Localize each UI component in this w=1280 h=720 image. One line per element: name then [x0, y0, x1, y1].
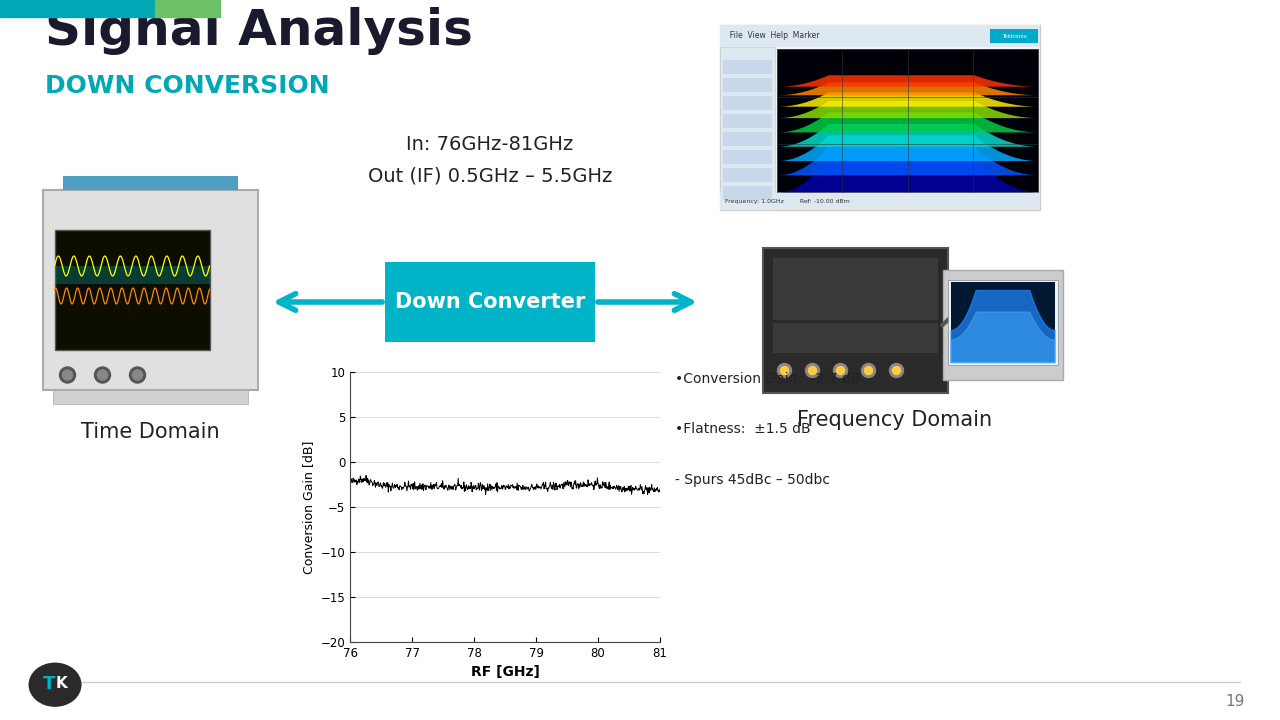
Text: - Spurs 45dBc – 50dbc: - Spurs 45dBc – 50dbc: [675, 473, 829, 487]
Bar: [55, 230, 210, 350]
Text: •Flatness:  ±1.5 dB: •Flatness: ±1.5 dB: [675, 423, 810, 436]
Bar: [723, 150, 772, 164]
Bar: [723, 114, 772, 128]
Circle shape: [833, 364, 847, 377]
Circle shape: [95, 367, 110, 383]
Circle shape: [59, 367, 76, 383]
Text: In: 76GHz-81GHz
Out (IF) 0.5GHz – 5.5GHz: In: 76GHz-81GHz Out (IF) 0.5GHz – 5.5GHz: [367, 135, 612, 185]
Bar: [0, 0, 155, 17]
Circle shape: [777, 364, 791, 377]
Bar: [63, 176, 238, 190]
Bar: [155, 0, 220, 17]
Bar: [947, 280, 1057, 365]
Circle shape: [129, 367, 146, 383]
Bar: [773, 258, 937, 320]
Bar: [723, 60, 772, 74]
Bar: [719, 25, 1039, 47]
Bar: [723, 78, 772, 92]
X-axis label: RF [GHz]: RF [GHz]: [471, 665, 539, 680]
Bar: [942, 270, 1062, 380]
Text: T: T: [42, 675, 55, 693]
Bar: [773, 323, 937, 353]
Bar: [777, 49, 1038, 192]
Text: DOWN CONVERSION: DOWN CONVERSION: [45, 74, 330, 98]
Text: 19: 19: [1226, 693, 1245, 708]
Bar: [719, 192, 1039, 210]
Bar: [723, 132, 772, 146]
Circle shape: [781, 366, 788, 374]
Text: Frequency: 1.0GHz        Ref: -10.00 dBm: Frequency: 1.0GHz Ref: -10.00 dBm: [724, 199, 850, 204]
Circle shape: [805, 364, 819, 377]
Circle shape: [864, 366, 873, 374]
Bar: [55, 266, 210, 284]
Text: File  View  Help  Marker: File View Help Marker: [724, 32, 819, 40]
Text: K: K: [55, 676, 68, 691]
Bar: [951, 282, 1055, 362]
Bar: [763, 248, 947, 392]
Text: Tektronix: Tektronix: [1001, 34, 1027, 38]
Circle shape: [890, 364, 904, 377]
Circle shape: [861, 364, 876, 377]
Circle shape: [63, 370, 73, 380]
Text: Frequency Domain: Frequency Domain: [797, 410, 992, 431]
Circle shape: [809, 366, 817, 374]
Bar: [989, 29, 1038, 43]
Bar: [723, 168, 772, 182]
Circle shape: [837, 366, 845, 374]
Circle shape: [133, 370, 142, 380]
Bar: [723, 186, 772, 200]
Text: Time Domain: Time Domain: [81, 422, 219, 442]
Text: Down Converter: Down Converter: [394, 292, 585, 312]
Bar: [723, 96, 772, 110]
Y-axis label: Conversion Gain [dB]: Conversion Gain [dB]: [302, 441, 315, 574]
Circle shape: [892, 366, 901, 374]
Circle shape: [29, 663, 81, 706]
Text: Signal Analysis: Signal Analysis: [45, 7, 472, 55]
Bar: [719, 25, 1039, 210]
Circle shape: [97, 370, 108, 380]
Bar: [719, 47, 774, 210]
Bar: [42, 190, 257, 390]
Bar: [385, 262, 595, 342]
Text: •Conversion Gain:  -2.7 dB: •Conversion Gain: -2.7 dB: [675, 372, 860, 386]
Bar: [52, 390, 247, 404]
